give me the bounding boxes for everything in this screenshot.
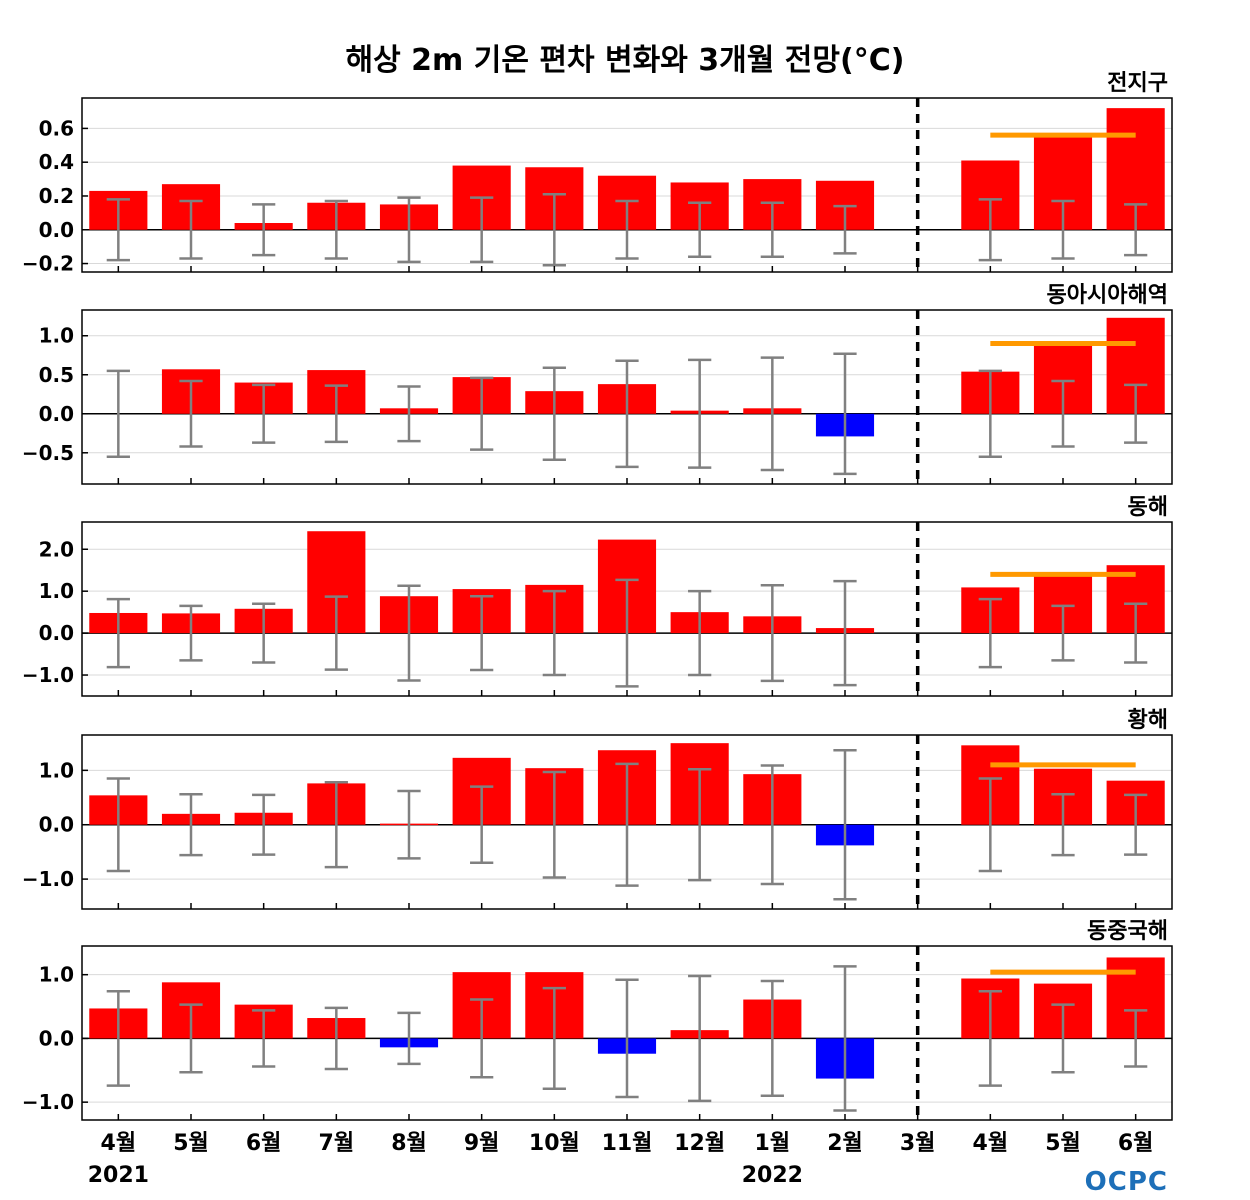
panel-label: 동해 xyxy=(1128,495,1168,520)
y-tick-label: 0.5 xyxy=(39,363,74,387)
x-tick-label: 5월 xyxy=(1045,1131,1081,1156)
y-tick-label: 1.0 xyxy=(39,963,74,987)
ocpc-logo: OCPC xyxy=(1085,1167,1168,1197)
y-tick-label: 1.0 xyxy=(39,324,74,348)
chart-title: 해상 2m 기온 편차 변화와 3개월 전망(°C) xyxy=(346,43,905,78)
y-tick-label: −0.5 xyxy=(22,441,74,465)
chart-panels: −0.2 0.0 0.2 0.4 0.6 전지구 −0.5 0.0 0.5 1.0 동아시아해역 −1… xyxy=(22,71,1173,1121)
y-tick-label: 0.6 xyxy=(39,116,74,140)
panel-label: 전지구 xyxy=(1107,71,1168,96)
panel-0: −0.2 0.0 0.2 0.4 0.6 전지구 xyxy=(22,71,1173,276)
panel-1: −0.5 0.0 0.5 1.0 동아시아해역 xyxy=(22,283,1173,485)
y-tick-label: 0.0 xyxy=(39,218,74,242)
year-label: 2021 xyxy=(88,1163,149,1188)
y-tick-label: −1.0 xyxy=(22,1090,74,1114)
x-tick-label: 6월 xyxy=(1118,1131,1154,1156)
year-label: 2022 xyxy=(742,1163,803,1188)
panel-2: −1.0 0.0 1.0 2.0 동해 xyxy=(22,495,1173,697)
x-tick-label: 5월 xyxy=(173,1131,209,1156)
y-tick-label: −0.2 xyxy=(22,252,74,276)
y-tick-label: 0.0 xyxy=(39,402,74,426)
y-tick-label: 1.0 xyxy=(39,579,74,603)
x-tick-label: 10월 xyxy=(529,1131,580,1156)
x-tick-label: 11월 xyxy=(602,1131,653,1156)
x-tick-label: 8월 xyxy=(391,1131,427,1156)
panel-label: 황해 xyxy=(1128,708,1168,733)
panel-4: −1.0 0.0 1.0 동중국해 xyxy=(22,919,1173,1121)
x-tick-label: 4월 xyxy=(973,1131,1009,1156)
x-tick-label: 3월 xyxy=(900,1131,936,1156)
x-tick-label: 6월 xyxy=(246,1131,282,1156)
y-tick-label: 0.4 xyxy=(39,150,74,174)
panel-3: −1.0 0.0 1.0 황해 xyxy=(22,708,1173,910)
y-tick-label: 1.0 xyxy=(39,758,74,782)
y-tick-label: 0.0 xyxy=(39,813,74,837)
panel-label: 동아시아해역 xyxy=(1047,283,1168,308)
y-tick-label: −1.0 xyxy=(22,867,74,891)
x-tick-label: 1월 xyxy=(755,1131,791,1156)
x-tick-label: 12월 xyxy=(674,1131,725,1156)
y-tick-label: 2.0 xyxy=(39,537,74,561)
y-tick-label: 0.0 xyxy=(39,621,74,645)
y-tick-label: 0.0 xyxy=(39,1026,74,1050)
x-tick-label: 2월 xyxy=(827,1131,863,1156)
y-tick-label: −1.0 xyxy=(22,663,74,687)
x-axis: 4월 5월 6월 7월 8월 9월 10월 11월 12월 1월 2월 3월 4월 5월 6월 2021 202… xyxy=(88,1131,1154,1188)
x-tick-label: 7월 xyxy=(319,1131,355,1156)
x-tick-label: 4월 xyxy=(101,1131,137,1156)
ocpc-logo-text: OCPC xyxy=(1085,1167,1168,1197)
y-tick-label: 0.2 xyxy=(39,184,74,208)
panel-label: 동중국해 xyxy=(1087,919,1168,944)
x-tick-label: 9월 xyxy=(464,1131,500,1156)
